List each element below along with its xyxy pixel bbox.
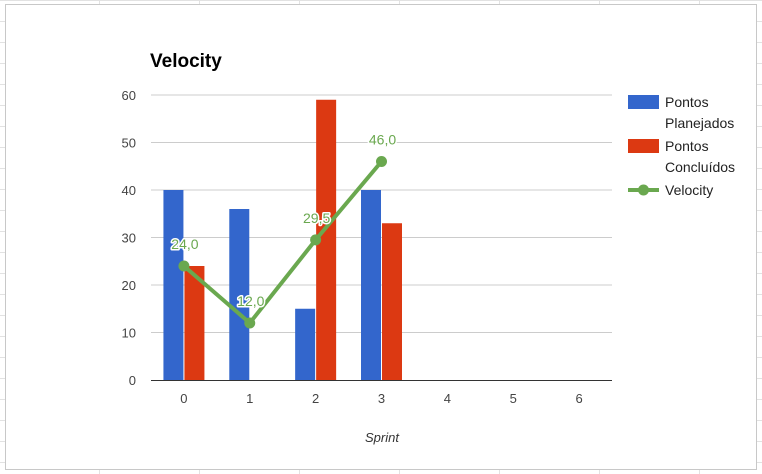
velocity-line-path — [181, 159, 384, 325]
legend-swatch — [628, 95, 659, 109]
bar-planned — [229, 209, 250, 380]
x-tick-label: 0 — [180, 391, 187, 406]
x-axis-title: Sprint — [365, 430, 400, 445]
velocity-line — [178, 156, 387, 329]
legend-item-2[interactable]: Velocity — [628, 182, 713, 198]
x-tick-label: 1 — [246, 391, 253, 406]
x-tick-label: 3 — [378, 391, 385, 406]
legend-label: Velocity — [665, 182, 713, 198]
velocity-point — [244, 317, 256, 329]
legend-item-0[interactable]: Pontos Planejados — [628, 94, 734, 131]
bar-planned — [295, 308, 316, 380]
velocity-point — [376, 156, 387, 167]
y-tick-label: 20 — [122, 278, 136, 293]
bar-planned — [163, 190, 184, 380]
x-axis-ticks: 0 1 2 3 4 5 6 — [180, 391, 582, 406]
y-tick-label: 0 — [129, 373, 136, 388]
velocity-data-label: 12,0 — [237, 293, 264, 309]
y-tick-label: 10 — [122, 326, 136, 341]
gridlines — [151, 94, 612, 333]
bars — [163, 99, 402, 380]
x-tick-label: 5 — [510, 391, 517, 406]
y-tick-label: 60 — [122, 88, 136, 103]
x-tick-label: 4 — [444, 391, 451, 406]
legend-item-1[interactable]: Pontos Concluídos — [628, 138, 735, 175]
legend-label: Pontos Concluídos — [665, 138, 735, 175]
bar-completed — [382, 223, 402, 380]
legend-swatch-point — [638, 184, 649, 196]
velocity-point — [178, 260, 190, 272]
x-tick-label: 6 — [575, 391, 582, 406]
velocity-data-label: 29,5 — [303, 210, 330, 226]
data-labels: 24,0 12,0 29,5 46,0 — [170, 130, 398, 311]
velocity-point — [310, 234, 322, 246]
velocity-data-label: 24,0 — [171, 236, 198, 252]
y-tick-label: 40 — [122, 183, 136, 198]
y-axis-ticks: 0 10 20 30 40 50 60 — [122, 88, 136, 388]
bar-completed — [184, 266, 205, 380]
y-tick-label: 50 — [122, 136, 136, 151]
bar-planned — [361, 190, 381, 380]
legend-label: Pontos Planejados — [665, 94, 734, 131]
legend-swatch — [628, 139, 659, 153]
chart-title: Velocity — [150, 51, 222, 72]
x-tick-label: 2 — [312, 391, 319, 406]
y-tick-label: 30 — [122, 231, 136, 246]
legend[interactable]: Pontos Planejados Pontos Concluídos Velocity — [628, 94, 735, 198]
velocity-data-label: 46,0 — [369, 132, 396, 148]
bar-completed — [316, 99, 337, 380]
